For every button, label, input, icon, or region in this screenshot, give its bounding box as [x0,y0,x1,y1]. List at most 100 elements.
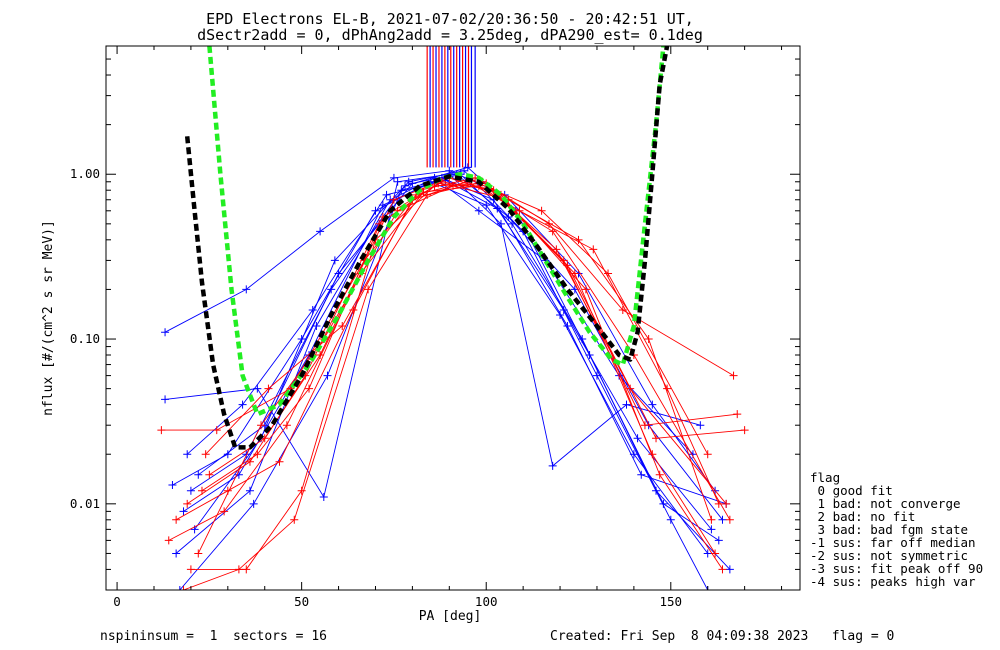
data-point [172,549,181,558]
data-point [589,245,598,254]
data-point [637,470,646,479]
data-point [652,434,661,443]
data-point [157,426,166,435]
data-point [659,499,668,508]
data-point [725,515,734,524]
data-point [707,525,716,534]
data-point [382,190,391,199]
data-point [264,384,273,393]
y-tick-label: 0.01 [70,496,100,511]
axis-layer: 0 50 100 150 0.01 0.10 1.00 [70,45,800,609]
footer-right: Created: Fri Sep 8 04:09:38 2023 flag = … [550,629,894,644]
data-point [703,549,712,558]
data-point [696,421,705,430]
data-point [312,321,321,330]
data-point [707,515,716,524]
data-point [563,261,572,270]
legend-item: 2 bad: no fit [810,509,915,524]
data-point [364,285,373,294]
data-point [666,515,675,524]
legend-title: flag [810,470,840,485]
data-point [242,285,251,294]
data-point [305,384,314,393]
data-point [316,227,325,236]
data-point [474,206,483,215]
series-line [201,181,716,554]
data-point [592,371,601,380]
chart-subtitle: dSectr2add = 0, dPhAng2add = 3.25deg, dP… [197,26,703,44]
data-point [330,256,339,265]
data-point [245,486,254,495]
data-point [722,499,731,508]
y-tick-label: 1.00 [70,166,100,181]
data-point [578,335,587,344]
data-point [559,256,568,265]
data-point [161,395,170,404]
data-point [725,565,734,574]
data-point [338,321,347,330]
data-point [349,306,358,315]
data-point [220,507,229,516]
data-point [714,499,723,508]
series-line [194,170,709,590]
data-point [290,515,299,524]
data-point [729,371,738,380]
data-point [740,426,749,435]
data-point [644,335,653,344]
series-line [190,182,738,570]
data-point [186,486,195,495]
data-point [297,335,306,344]
data-point [186,565,195,574]
data-point [183,499,192,508]
data-point [234,470,243,479]
x-tick-label: 150 [660,594,683,609]
data-point [164,536,173,545]
data-point [242,565,251,574]
data-point [194,470,203,479]
data-point [537,206,546,215]
fit-curve-green [207,46,666,417]
data-point [556,310,565,319]
data-point [718,565,727,574]
data-point [460,166,469,175]
data-point [552,245,561,254]
legend-item: -2 sus: not symmetric [810,548,968,563]
data-point [371,206,380,215]
data-point [733,410,742,419]
legend-item: -3 sus: fit peak off 90 [810,561,983,576]
data-point [496,219,505,228]
data-point [633,434,642,443]
y-tick-label: 0.10 [70,331,100,346]
data-point [703,450,712,459]
data-point [201,450,210,459]
data-point [168,481,177,490]
plot-frame [105,45,801,591]
data-point [714,536,723,545]
data-point [297,486,306,495]
data-point [183,450,192,459]
data-point [389,195,398,204]
series-line [168,185,731,541]
series-line [186,182,745,505]
legend: flag 0 good fit 1 bad: not converge 2 ba… [810,470,983,589]
x-tick-label: 0 [113,594,121,609]
data-point [194,549,203,558]
data-point [515,206,524,215]
legend-item: 3 bad: bad fgm state [810,522,968,537]
legend-item: 1 bad: not converge [810,496,961,511]
data-point [179,507,188,516]
data-point [463,163,472,172]
data-point [212,426,221,435]
data-point [257,421,266,430]
data-point [282,421,291,430]
data-point [548,461,557,470]
data-point [161,328,170,337]
data-point [563,321,572,330]
data-point [323,371,332,380]
legend-item: -1 sus: far off median [810,535,976,550]
data-point [449,181,457,190]
data-point [175,586,184,590]
chart-title: EPD Electrons EL-B, 2021-07-02/20:36:50 … [206,10,694,28]
data-point [389,173,398,182]
